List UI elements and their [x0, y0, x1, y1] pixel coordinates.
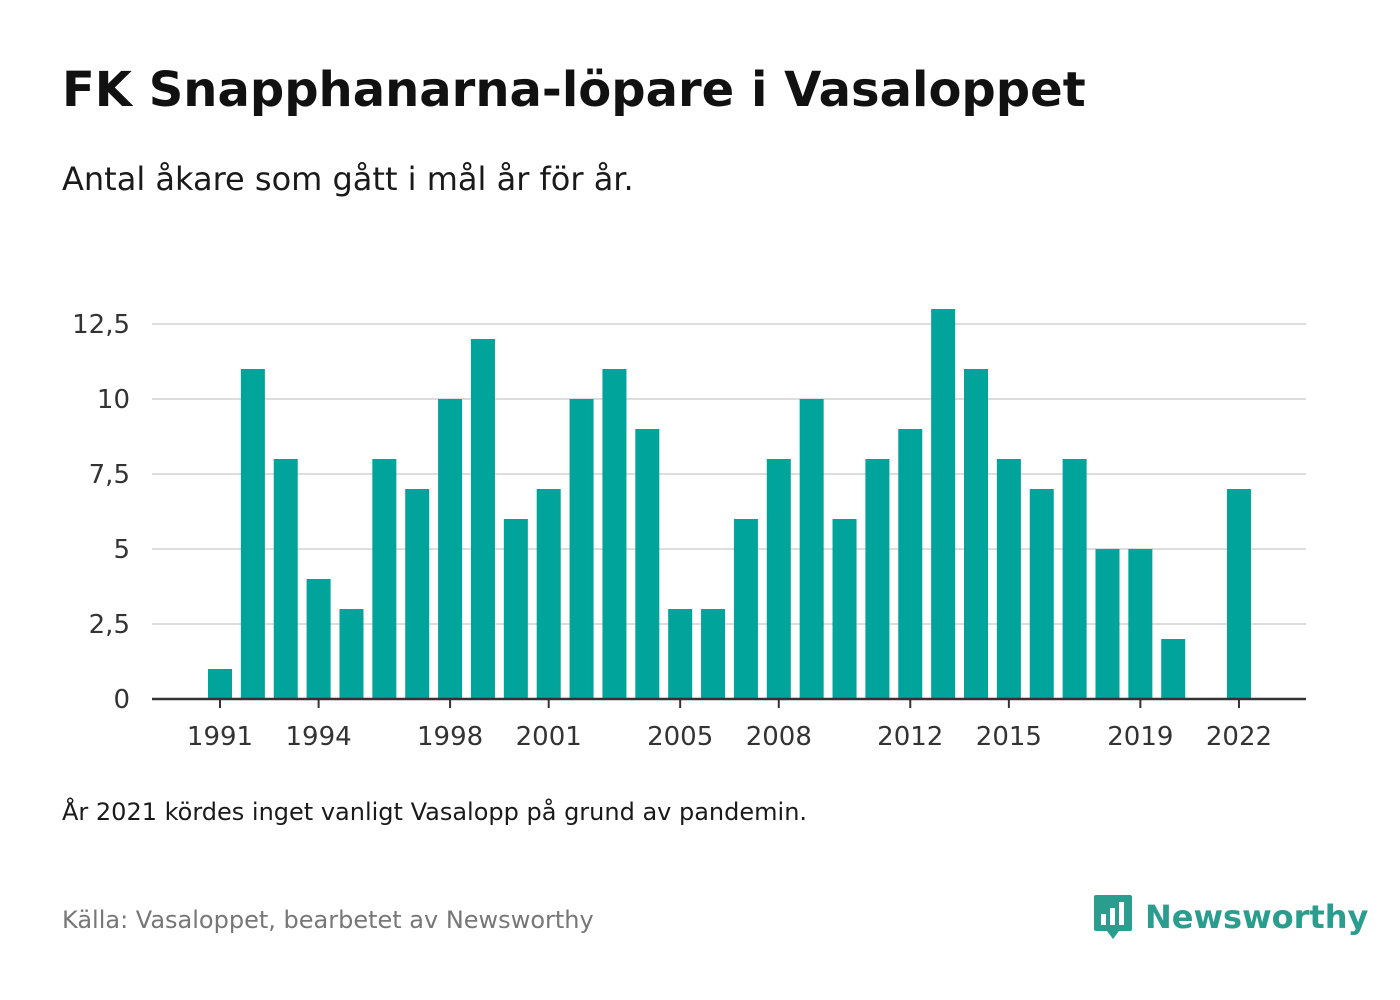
bar-2004	[635, 429, 660, 699]
bar-1992	[240, 369, 265, 699]
bar-1996	[372, 459, 397, 699]
bar-1994	[306, 579, 331, 699]
x-tick-label: 2005	[647, 722, 713, 752]
bar-2012	[898, 429, 923, 699]
bar-1998	[438, 399, 463, 699]
source-text: Källa: Vasaloppet, bearbetet av Newswort…	[62, 906, 594, 934]
bar-2001	[536, 489, 561, 699]
x-tick-label: 2012	[877, 722, 943, 752]
y-tick-label: 7,5	[89, 460, 130, 490]
bar-2015	[996, 459, 1021, 699]
x-tick-label: 2015	[976, 722, 1042, 752]
bar-2000	[503, 519, 528, 699]
bar-2008	[766, 459, 791, 699]
bar-2006	[701, 609, 726, 699]
newsworthy-logo: Newsworthy	[1093, 893, 1368, 941]
bar-1995	[339, 609, 364, 699]
bar-2007	[733, 519, 758, 699]
bar-1991	[208, 669, 232, 699]
bar-2005	[668, 609, 693, 699]
bar-2010	[832, 519, 857, 699]
bar-2018	[1095, 549, 1120, 699]
x-tick-label: 1991	[187, 722, 253, 752]
chart-title: FK Snapphanarna-löpare i Vasaloppet	[62, 62, 1086, 118]
bar-2002	[569, 399, 594, 699]
bars	[208, 309, 1251, 699]
bar-2003	[602, 369, 627, 699]
chart-note: År 2021 kördes inget vanligt Vasalopp på…	[62, 798, 808, 826]
y-tick-label: 12,5	[72, 310, 130, 340]
bar-2016	[1029, 489, 1054, 699]
x-tick-label: 2001	[516, 722, 582, 752]
y-tick-label: 10	[97, 385, 130, 415]
y-tick-label: 5	[113, 535, 130, 565]
y-tick-label: 0	[113, 685, 130, 715]
y-axis-labels: 0 2,5 5 7,5 10 12,5	[72, 310, 130, 715]
bar-2022	[1226, 489, 1251, 699]
bar-2009	[799, 399, 824, 699]
x-tick-label: 2019	[1107, 722, 1173, 752]
bar-2013	[931, 309, 956, 699]
bar-1999	[470, 339, 495, 699]
bar-2019	[1128, 549, 1153, 699]
bar-2017	[1062, 459, 1087, 699]
x-tick-label: 2022	[1206, 722, 1272, 752]
brand-name: Newsworthy	[1145, 898, 1369, 936]
newsworthy-logo-icon	[1094, 895, 1132, 939]
bar-2020	[1161, 639, 1186, 699]
bar-1993	[273, 459, 298, 699]
bar-2014	[964, 369, 989, 699]
x-tick-label: 2008	[746, 722, 812, 752]
chart-subtitle: Antal åkare som gått i mål år för år.	[62, 160, 634, 198]
bar-2011	[865, 459, 890, 699]
x-tick-label: 1998	[417, 722, 483, 752]
x-axis-ticks: 1991 1994 1998 2001 2005 2008 2012 2015 2019 2022	[187, 699, 1272, 752]
bar-1997	[405, 489, 430, 699]
x-tick-label: 1994	[286, 722, 352, 752]
y-tick-label: 2,5	[89, 610, 130, 640]
